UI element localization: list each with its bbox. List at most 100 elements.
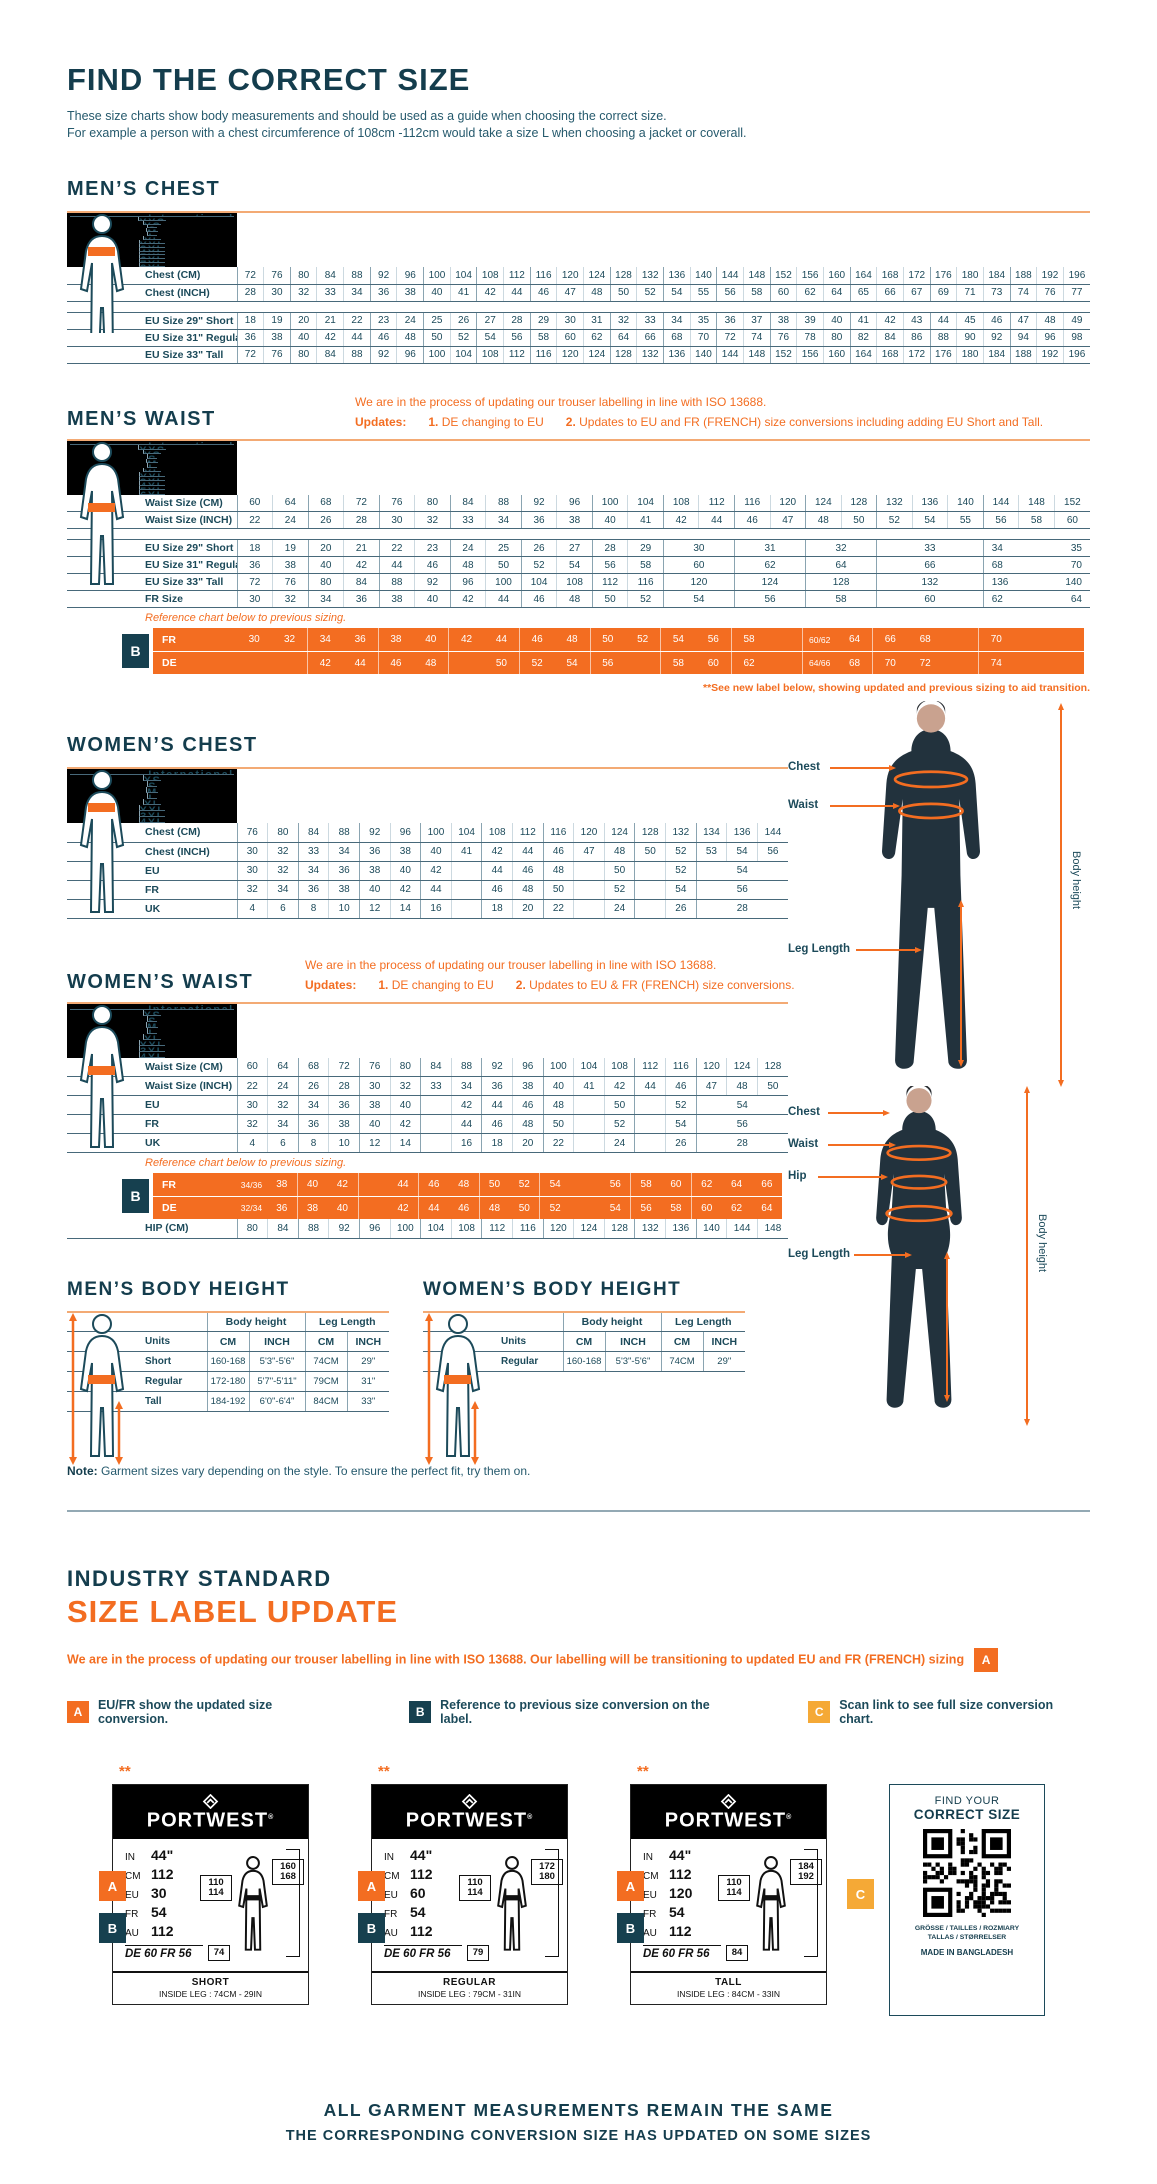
table-cell: 120 — [556, 267, 584, 285]
table-cell: 32 — [389, 1076, 421, 1096]
hip-arrow — [818, 1174, 888, 1180]
table-cell: 54 — [566, 657, 578, 669]
label-figure: 110 114 172 180 79 — [459, 1845, 563, 1967]
table-cell: 164 — [849, 267, 877, 285]
section-divider — [67, 1510, 1090, 1512]
table-cell: 112 — [698, 494, 735, 512]
table-cell: 56 — [609, 1179, 621, 1190]
table-cell: 62 — [583, 329, 611, 347]
table-cell: 70 — [978, 628, 1013, 651]
table-cell: 34 35 — [982, 539, 1090, 557]
table-cell: 66 — [872, 628, 907, 651]
table-cell: 48 — [396, 329, 424, 347]
table-cell: 160-168 — [206, 1351, 249, 1372]
table-cell: 76 — [263, 267, 291, 285]
table-cell: 64/66 — [801, 652, 837, 674]
table-cell: 74 — [978, 652, 1013, 674]
qr-code[interactable] — [923, 1829, 1011, 1917]
measure-row: AU 112 — [384, 1923, 433, 1939]
table-cell: 52 — [665, 1095, 697, 1115]
legend-text: Reference to previous size conversion on… — [440, 1698, 710, 1726]
table-cell: 108 — [556, 573, 593, 591]
legend-item: C Scan link to see full size conversion c… — [808, 1698, 1090, 1726]
badge-a: A — [67, 1701, 89, 1723]
table-cell: 21 — [343, 539, 380, 557]
size-column-header: 5XL — [139, 485, 165, 490]
waist-range-box: 110 114 — [459, 1875, 491, 1901]
table-cell: 160 — [822, 267, 851, 285]
table-cell: 60 — [662, 556, 735, 574]
table-cell: 136 — [663, 346, 691, 364]
table-cell: 42 — [316, 329, 344, 347]
table-cell: 38 — [276, 1179, 288, 1190]
table-cell: 40 — [414, 590, 451, 608]
row-label: DE — [162, 657, 177, 669]
table-cell: 46 — [458, 1202, 470, 1214]
table-cell: 94 — [1009, 329, 1037, 347]
size-column-header: 6XL — [139, 255, 165, 260]
table-cell: 104 — [449, 267, 477, 285]
body-height-label: Body height — [1036, 1214, 1048, 1273]
table-cell: 72 — [236, 346, 264, 364]
table-cell: 28 — [695, 899, 788, 919]
group-header: Leg Length — [660, 1311, 746, 1332]
table-cell: 25 — [485, 539, 522, 557]
table-cell: 47 — [556, 284, 584, 302]
table-cell: 38 — [396, 284, 424, 302]
badge-b: B — [99, 1913, 126, 1943]
table-cell: 88 — [343, 267, 371, 285]
table-cell: 140 — [695, 1219, 727, 1239]
table-cell: 55 — [689, 284, 717, 302]
previous-size-row: DE 60 FR 56 — [125, 1948, 192, 1960]
table-cell: 50 — [423, 329, 451, 347]
table-cell: 104 — [449, 346, 477, 364]
table-cell: 188 — [1009, 346, 1037, 364]
measure-row: EU 30 — [125, 1885, 167, 1901]
column-header: CM — [660, 1331, 704, 1352]
table-cell: 34 — [328, 842, 360, 862]
table-cell: 18 — [481, 899, 513, 919]
table-row: Waist Size (CM) 60 64 68 72 76 80 84 88 92 96 100 10… — [67, 1057, 788, 1077]
double-star-marker: ** — [119, 1763, 131, 1780]
table-cell: 56 — [733, 590, 806, 608]
table-cell: 56 — [707, 634, 719, 645]
table-cell: 12 — [358, 1133, 391, 1153]
womens-waist-update-note: We are in the process of updating our tr… — [305, 957, 795, 992]
size-column-header: XXL — [138, 472, 166, 477]
table-cell — [420, 1133, 452, 1153]
table-cell: 188 — [1009, 267, 1037, 285]
table-cell: 184 — [982, 267, 1011, 285]
table-cell: 25 — [423, 312, 451, 330]
table-cell: 172 — [902, 267, 931, 285]
table-cell: 62 — [730, 1202, 743, 1214]
table-cell — [634, 1133, 666, 1153]
table-cell: 21 — [316, 312, 344, 330]
table-cell: 32 — [267, 1095, 299, 1115]
table-cell — [573, 1095, 605, 1115]
leg-length-label: Leg Length — [788, 943, 850, 955]
height-range-box: 160 168 — [272, 1859, 304, 1885]
measurement-list: IN 44" CM 112 EU 30 FR 54 AU 112 DE 60 FR 56 — [125, 1847, 203, 1960]
table-cell: 100 — [485, 573, 522, 591]
table-cell: 42 — [450, 1095, 482, 1115]
table-cell: 38 — [389, 842, 421, 862]
table-cell: 58 — [742, 284, 771, 302]
portwest-logo: PORTWEST® — [113, 1785, 308, 1839]
table-cell: 42 — [662, 511, 699, 529]
table-cell: 30 — [236, 1095, 268, 1115]
table-cell: 62 — [691, 1173, 721, 1196]
table-cell: 112 — [634, 1057, 666, 1077]
womens-waist-section: WOMEN’S WAIST We are in the process of u… — [67, 957, 1090, 1239]
table-cell: 76 — [769, 329, 797, 347]
size-column-header: 3XL — [139, 1045, 165, 1052]
table-cell: 46 — [481, 880, 513, 900]
table-cell: 54 — [695, 861, 788, 881]
waist-label: Waist — [788, 799, 819, 811]
table-cell: 48 — [583, 284, 611, 302]
leg-length-arrow — [854, 1252, 912, 1258]
measure-row: AU 112 — [125, 1923, 174, 1939]
body-height-table: Body height Leg Length Units CM INCH CM INCH Sh… — [67, 1310, 390, 1412]
bottom-statement: ALL GARMENT MEASUREMENTS REMAIN THE SAME… — [285, 2100, 872, 2144]
table-cell: 44 — [634, 1076, 666, 1096]
size-column-header: XL — [142, 467, 162, 472]
